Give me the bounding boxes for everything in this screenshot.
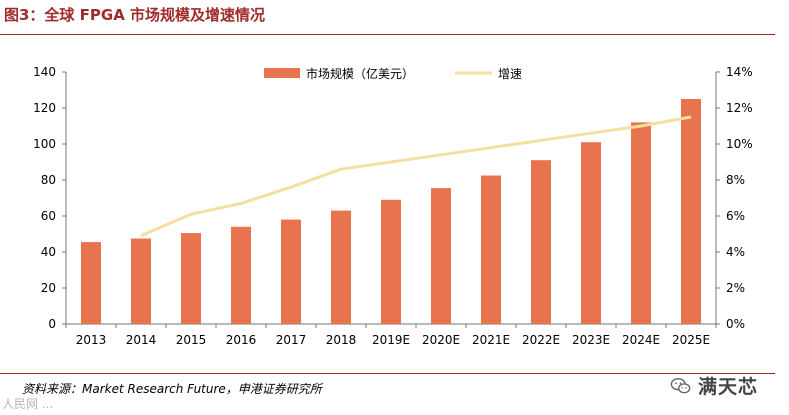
x-tick-label: 2017 xyxy=(276,333,307,347)
wechat-icon xyxy=(670,377,691,393)
x-tick-label: 2019E xyxy=(372,333,410,347)
x-tick-label: 2024E xyxy=(622,333,660,347)
growth-line xyxy=(140,115,692,238)
x-tick-label: 2013 xyxy=(76,333,107,347)
right-tick-label: 14% xyxy=(726,65,753,79)
x-tick-label: 2016 xyxy=(226,333,257,347)
line-series xyxy=(140,115,692,238)
watermark-brand: 满天芯 xyxy=(698,376,759,398)
bar-2019E xyxy=(381,199,401,324)
tick-labels: 0 20 40 60 80 100 120 140 0% 2% 4% 6% 8% 10% 12% 14% 201… xyxy=(33,65,753,347)
source-note: 资料来源：Market Research Future，申港证券研究所 xyxy=(22,382,322,396)
bar-2023E xyxy=(581,142,601,324)
bar-2022E xyxy=(531,160,551,324)
left-tick-label: 120 xyxy=(33,101,56,115)
bar-2025E xyxy=(681,99,701,324)
legend-label-bar: 市场规模（亿美元） xyxy=(306,66,414,81)
x-tick-label: 2022E xyxy=(522,333,560,347)
bar-series xyxy=(81,99,701,325)
bar-2013 xyxy=(81,242,101,324)
legend-swatch-bar xyxy=(264,68,300,78)
figure-title: 图3：全球 FPGA 市场规模及增速情况 xyxy=(4,6,266,24)
bar-2024E xyxy=(631,122,651,325)
x-tick-label: 2025E xyxy=(672,333,710,347)
right-tick-label: 2% xyxy=(726,281,745,295)
watermark-left: 人民网 ... xyxy=(2,397,54,411)
left-tick-label: 0 xyxy=(48,317,56,331)
right-tick-label: 12% xyxy=(726,101,753,115)
bar-2020E xyxy=(431,188,451,324)
left-tick-label: 140 xyxy=(33,65,56,79)
watermark-right: 满天芯 xyxy=(670,372,758,399)
bar-2017 xyxy=(281,219,301,324)
right-tick-label: 6% xyxy=(726,209,745,223)
legend-label-line: 增速 xyxy=(498,67,522,81)
title-divider xyxy=(0,34,775,35)
bar-2016 xyxy=(231,226,251,324)
right-tick-label: 0% xyxy=(726,317,745,331)
bar-2014 xyxy=(131,238,151,324)
bar-2015 xyxy=(181,233,201,324)
x-tick-label: 2020E xyxy=(422,333,460,347)
x-tick-label: 2018 xyxy=(326,333,357,347)
legend: 市场规模（亿美元） 增速 xyxy=(264,66,522,81)
bar-2018 xyxy=(331,210,351,324)
right-tick-label: 4% xyxy=(726,245,745,259)
chart: 0 20 40 60 80 100 120 140 0% 2% 4% 6% 8% 10% 12% 14% 201… xyxy=(33,65,753,347)
x-tick-label: 2021E xyxy=(472,333,510,347)
left-tick-label: 20 xyxy=(41,281,56,295)
left-tick-label: 60 xyxy=(41,209,56,223)
right-tick-label: 8% xyxy=(726,173,745,187)
x-tick-label: 2014 xyxy=(126,333,157,347)
left-tick-label: 100 xyxy=(33,137,56,151)
x-tick-label: 2015 xyxy=(176,333,207,347)
left-tick-label: 80 xyxy=(41,173,56,187)
right-tick-label: 10% xyxy=(726,137,753,151)
left-tick-label: 40 xyxy=(41,245,56,259)
x-tick-label: 2023E xyxy=(572,333,610,347)
footer-divider xyxy=(0,373,775,374)
bar-2021E xyxy=(481,175,501,324)
